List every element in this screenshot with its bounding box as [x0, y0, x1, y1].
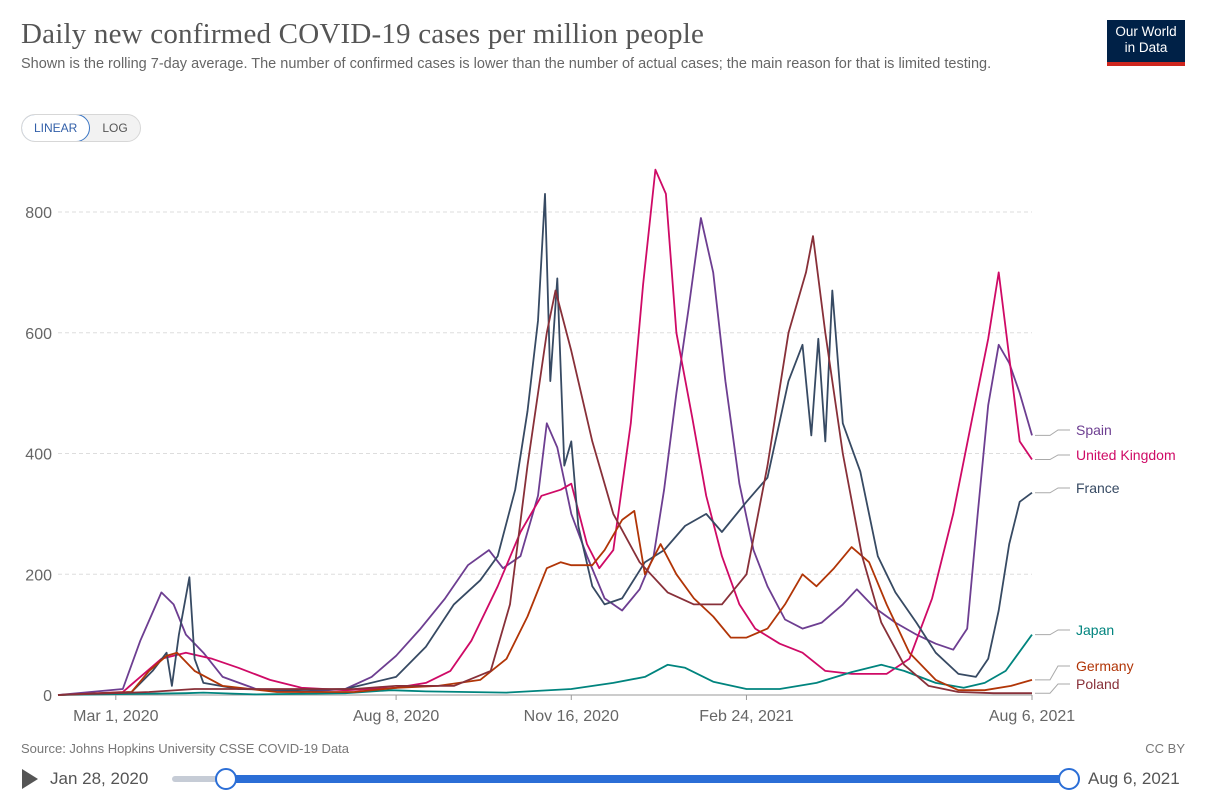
- series-label: Japan: [1076, 622, 1114, 638]
- y-tick-label: 600: [25, 326, 52, 343]
- source-note[interactable]: Source: Johns Hopkins University CSSE CO…: [21, 741, 350, 756]
- logo-line-2: in Data: [1124, 40, 1168, 55]
- leader-line: [1035, 487, 1070, 494]
- timeline-start-date: Jan 28, 2020: [50, 769, 149, 788]
- timeline-start-handle[interactable]: [215, 768, 237, 790]
- line-chart: 0 200 400 600 800 Mar 1, 2020 Aug 8, 2020 Nov 1…: [25, 168, 1176, 725]
- chart-subtitle: Shown is the rolling 7-day average. The …: [21, 56, 992, 72]
- chart-title: Daily new confirmed COVID-19 cases per m…: [21, 18, 705, 50]
- timeline-end-date: Aug 6, 2021: [1088, 769, 1180, 788]
- y-tick-label: 200: [25, 567, 52, 584]
- x-tick-label: Aug 6, 2021: [989, 708, 1075, 725]
- y-tick-label: 400: [25, 447, 52, 464]
- leader-line: [1035, 429, 1070, 436]
- leader-line: [1035, 665, 1070, 681]
- x-tick-label: Aug 8, 2020: [353, 708, 439, 725]
- scale-toggle: LINEAR LOG: [21, 114, 141, 142]
- series-label: Poland: [1076, 676, 1120, 692]
- y-tick-label: 800: [25, 205, 52, 222]
- series-label: United Kingdom: [1076, 447, 1176, 463]
- license-label[interactable]: CC BY: [1145, 741, 1185, 756]
- y-tick-label: 0: [43, 688, 52, 705]
- x-tick-label: Nov 16, 2020: [524, 708, 619, 725]
- play-icon[interactable]: [22, 769, 38, 789]
- series-line-poland: [57, 235, 1032, 696]
- owid-logo[interactable]: Our World in Data: [1107, 20, 1185, 66]
- series-line-japan: [57, 634, 1033, 696]
- linear-scale-button[interactable]: LINEAR: [21, 115, 91, 141]
- series-line-spain: [57, 217, 1033, 696]
- log-scale-button[interactable]: LOG: [90, 115, 139, 141]
- series-line-germany: [57, 510, 1033, 696]
- x-tick-label: Mar 1, 2020: [73, 708, 158, 725]
- x-tick-label: Feb 24, 2021: [699, 708, 793, 725]
- series-label: Spain: [1076, 422, 1112, 438]
- series-label: Germany: [1076, 658, 1134, 674]
- timeline-end-handle[interactable]: [1058, 768, 1080, 790]
- series-label: France: [1076, 480, 1120, 496]
- logo-line-1: Our World: [1115, 24, 1177, 39]
- leader-line: [1035, 683, 1070, 694]
- timeline-range-fill: [225, 775, 1068, 783]
- leader-line: [1035, 629, 1070, 636]
- leader-line: [1035, 454, 1070, 461]
